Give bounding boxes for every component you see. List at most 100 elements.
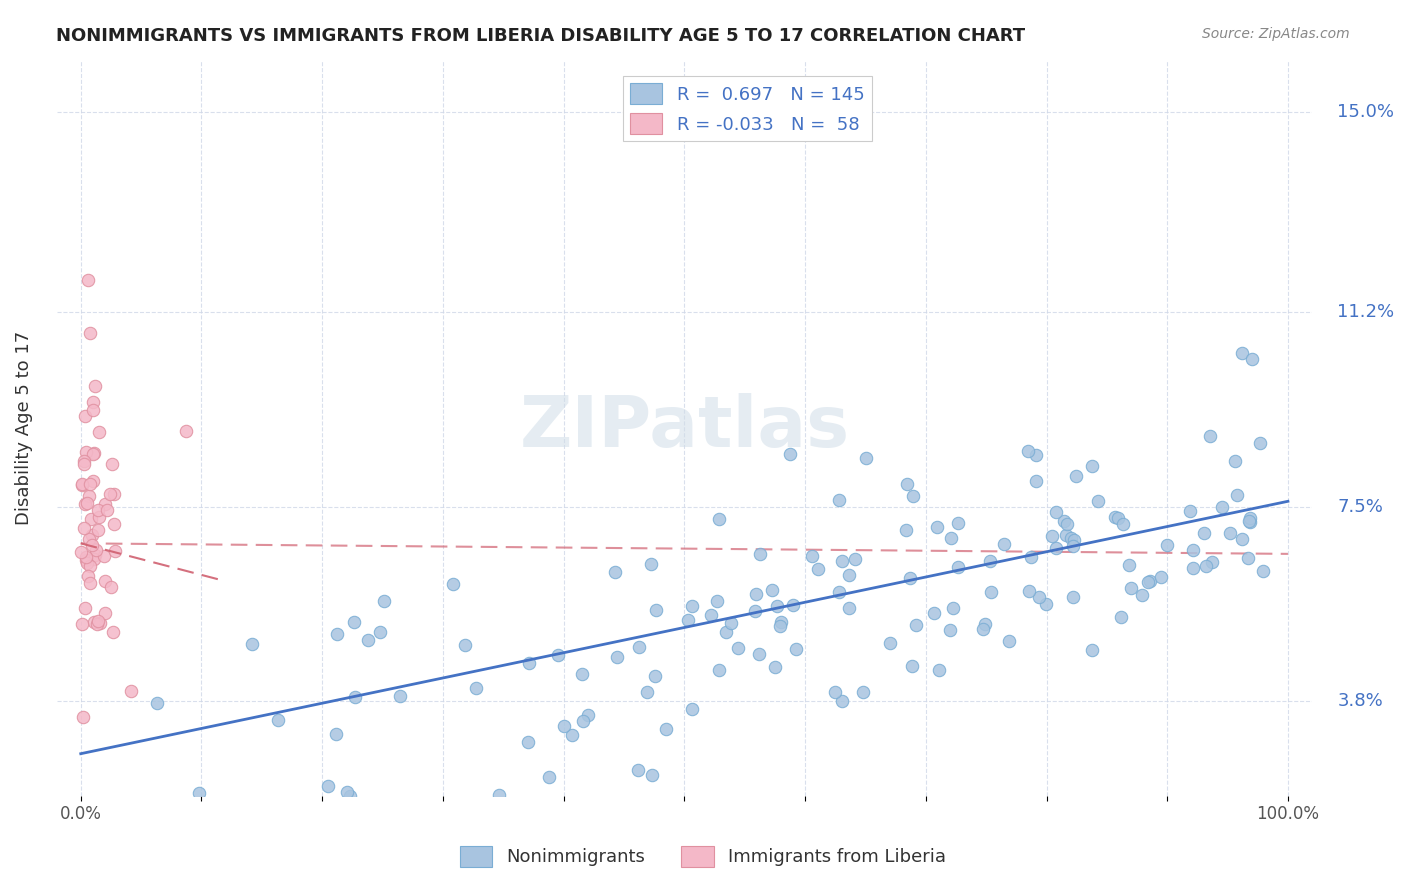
Point <box>104 544 127 558</box>
Point <box>1053 514 1076 528</box>
Point <box>948 560 970 574</box>
Point <box>785 641 807 656</box>
Point <box>339 789 361 803</box>
Point <box>1062 591 1084 605</box>
Point <box>547 648 569 663</box>
Point <box>898 571 921 585</box>
Point <box>852 685 875 699</box>
Point <box>749 547 772 561</box>
Point <box>1017 444 1039 458</box>
Point <box>1045 505 1067 519</box>
Point <box>1109 610 1132 624</box>
Point <box>464 681 486 695</box>
Point <box>700 608 723 623</box>
Point <box>1199 429 1222 443</box>
Point <box>343 690 366 705</box>
Point <box>779 447 801 461</box>
Point <box>1028 591 1050 605</box>
Point <box>1251 564 1274 578</box>
Point <box>441 577 464 591</box>
Point <box>240 637 263 651</box>
Point <box>709 663 731 677</box>
Point <box>80 538 103 552</box>
Point <box>831 694 853 708</box>
Point <box>76 557 98 571</box>
Point <box>894 523 917 537</box>
Point <box>94 606 117 620</box>
Point <box>576 707 599 722</box>
Point <box>373 594 395 608</box>
Point <box>901 658 924 673</box>
Point <box>1237 551 1260 566</box>
Point <box>79 326 101 340</box>
Point <box>706 593 728 607</box>
Point <box>769 615 792 630</box>
Point <box>748 648 770 662</box>
Point <box>1156 538 1178 552</box>
Point <box>1237 514 1260 528</box>
Point <box>1087 493 1109 508</box>
Point <box>938 624 960 638</box>
Point <box>745 587 768 601</box>
Point <box>1239 515 1261 529</box>
Point <box>82 474 104 488</box>
Point <box>1182 561 1205 575</box>
Point <box>83 446 105 460</box>
Point <box>82 395 104 409</box>
Point <box>87 523 110 537</box>
Text: Source: ZipAtlas.com: Source: ZipAtlas.com <box>1202 27 1350 41</box>
Point <box>879 636 901 650</box>
Point <box>101 458 124 472</box>
Point <box>1240 352 1263 367</box>
Point <box>83 615 105 629</box>
Point <box>101 624 124 639</box>
Point <box>761 582 783 597</box>
Point <box>336 785 359 799</box>
Point <box>828 584 851 599</box>
Point <box>927 520 949 534</box>
Point <box>720 615 742 630</box>
Point <box>79 476 101 491</box>
Point <box>806 561 828 575</box>
Text: 15.0%: 15.0% <box>1337 103 1395 121</box>
Point <box>86 617 108 632</box>
Point <box>357 632 380 647</box>
Point <box>707 511 730 525</box>
Point <box>1062 539 1084 553</box>
Point <box>571 666 593 681</box>
Point <box>267 714 290 728</box>
Point <box>83 551 105 566</box>
Point <box>681 599 703 613</box>
Point <box>1225 454 1247 468</box>
Point <box>89 509 111 524</box>
Point <box>769 619 792 633</box>
Point <box>1059 531 1081 545</box>
Point <box>325 727 347 741</box>
Point <box>1104 509 1126 524</box>
Point <box>96 502 118 516</box>
Point <box>1232 532 1254 546</box>
Point <box>641 768 664 782</box>
Point <box>973 617 995 632</box>
Point <box>1182 543 1205 558</box>
Point <box>972 623 994 637</box>
Point <box>831 554 853 568</box>
Point <box>72 616 94 631</box>
Point <box>1130 588 1153 602</box>
Point <box>516 735 538 749</box>
Point <box>824 685 846 699</box>
Point <box>714 624 737 639</box>
Point <box>98 487 121 501</box>
Point <box>763 660 786 674</box>
Point <box>1063 533 1085 548</box>
Point <box>828 493 851 508</box>
Point <box>800 549 823 564</box>
Point <box>603 565 626 579</box>
Point <box>980 585 1002 599</box>
Point <box>76 495 98 509</box>
Point <box>120 684 142 698</box>
Point <box>75 549 97 564</box>
Point <box>73 521 96 535</box>
Point <box>89 425 111 439</box>
Point <box>1066 469 1088 483</box>
